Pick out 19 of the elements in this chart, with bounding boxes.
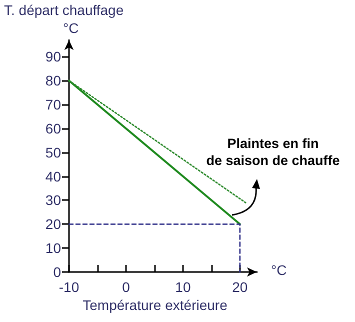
annotation: Plaintes en fin de saison de chauffe [206, 136, 340, 168]
y-tick-label: 60 [45, 120, 62, 136]
y-tick-label: 20 [45, 216, 62, 232]
x-tick-label: 20 [232, 279, 248, 295]
y-tick-label: 50 [45, 144, 62, 160]
y-tick-label: 30 [45, 192, 62, 208]
y-tick-label: 80 [45, 72, 62, 89]
x-axis-title: Température extérieure [82, 297, 228, 313]
y-tick-label: 40 [45, 168, 62, 184]
y-tick-label: 0 [53, 264, 62, 280]
text: °C [271, 262, 287, 278]
x-tick-label: 0 [122, 279, 130, 295]
x-tick-label: -10 [58, 279, 80, 295]
y-axis-title: T. départ chauffage [4, 2, 124, 18]
y-tick-label: 90 [45, 48, 62, 65]
text: °C [63, 20, 79, 36]
x-tick-label: 10 [175, 279, 191, 295]
y-tick-label: 10 [45, 240, 62, 256]
y-tick-label: 70 [45, 96, 62, 113]
